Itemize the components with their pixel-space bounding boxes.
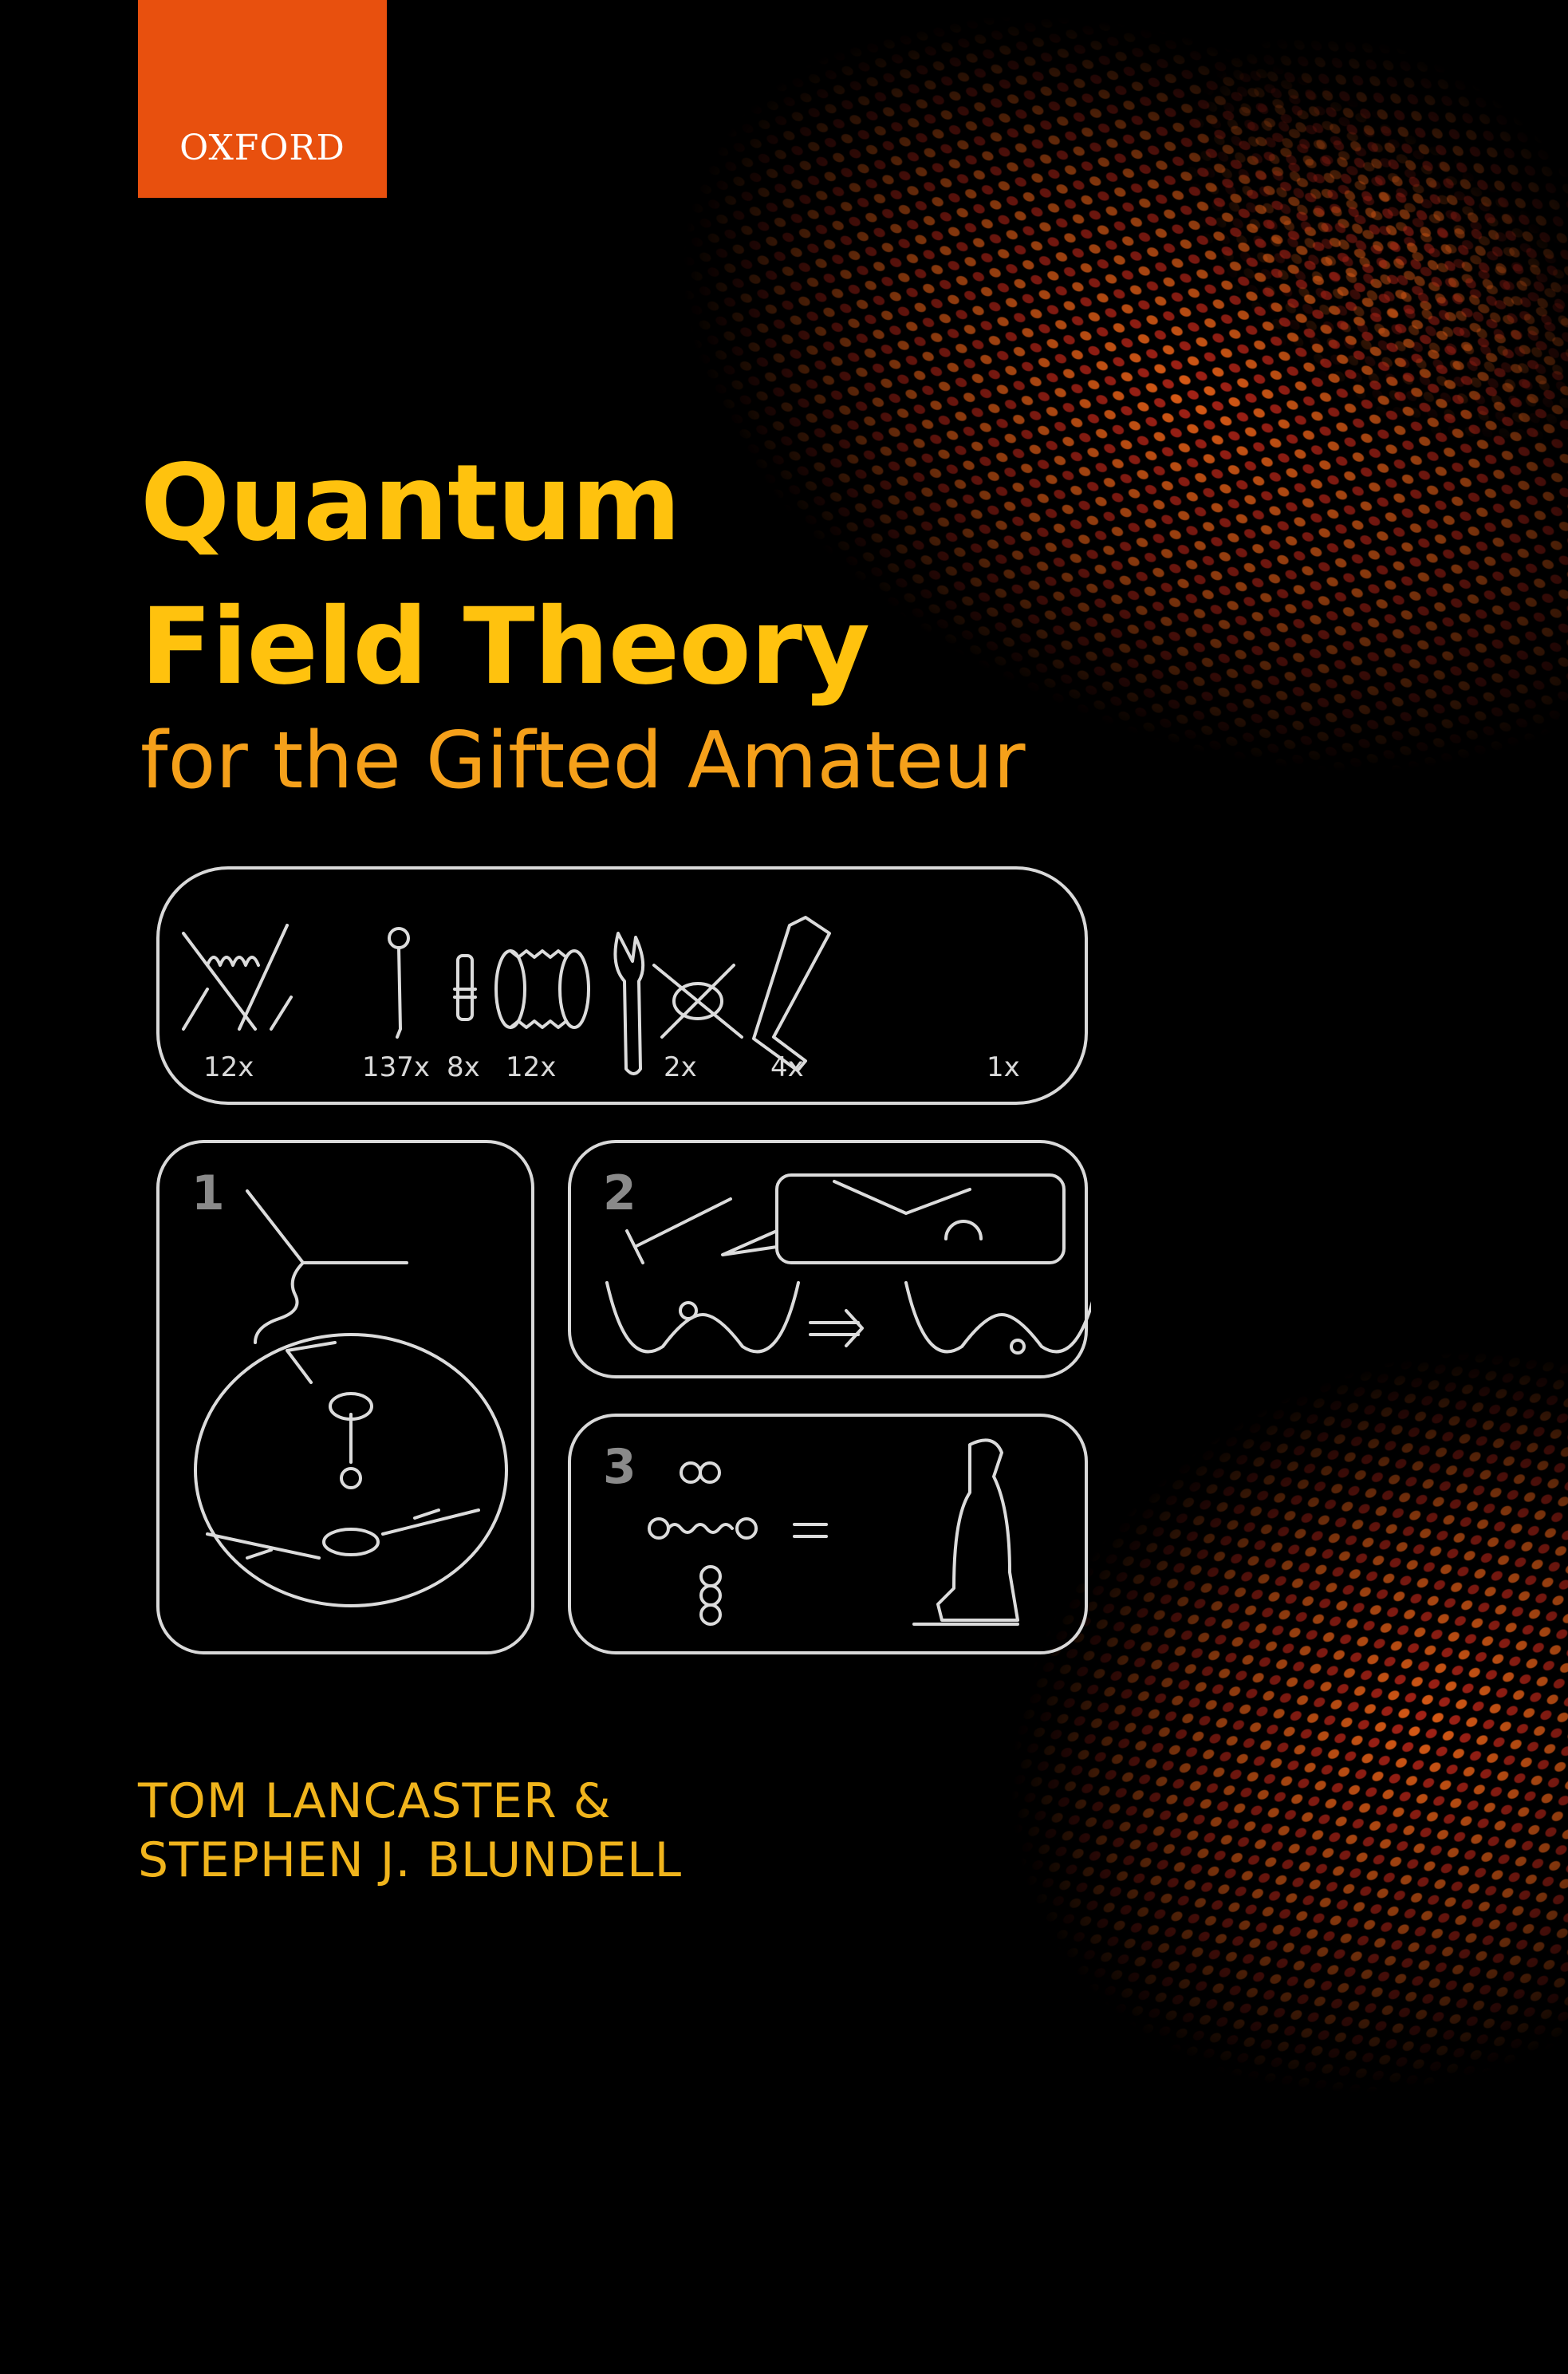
publisher-logo-text: OXFORD: [179, 128, 345, 168]
hammer-potential-icon: [605, 1173, 1091, 1355]
part-quantity: 8x: [447, 1051, 480, 1083]
loop-cylinder-icon: [494, 949, 590, 1029]
part-quantity: 2x: [664, 1051, 697, 1083]
nail-icon: [388, 927, 410, 1039]
part-quantity: 4x: [770, 1051, 804, 1083]
allen-key-icon: [752, 916, 831, 1072]
step-number: 3: [603, 1439, 636, 1495]
feynman-loop-icon: [652, 964, 743, 1039]
parts-sketches: [182, 916, 831, 1075]
step-2-panel: 2: [568, 1140, 1091, 1378]
title-line-2: Field Theory: [140, 586, 870, 708]
part-quantity: 12x: [506, 1051, 557, 1083]
wrench-icon: [613, 932, 645, 1075]
step-number: 1: [191, 1165, 225, 1221]
part-quantity: 1x: [987, 1051, 1020, 1083]
title-line-1: Quantum: [140, 442, 681, 565]
vacuum-cleaner-icon: [648, 1438, 1019, 1626]
author-line-2: STEPHEN J. BLUNDELL: [138, 1832, 683, 1888]
vertex-assembly-icon: [194, 1189, 508, 1607]
step-number: 2: [603, 1165, 636, 1221]
part-quantity: 12x: [203, 1051, 254, 1083]
parts-list-panel: 12x 137x 8x 12x 2x 4x 1x: [156, 866, 1088, 1105]
dowel-icon: [453, 954, 477, 1021]
author-line-1: TOM LANCASTER &: [138, 1773, 612, 1829]
part-quantity: 137x: [362, 1051, 431, 1083]
subtitle: for the Gifted Amateur: [140, 716, 1026, 806]
step-3-panel: 3: [568, 1414, 1088, 1654]
publisher-logo: OXFORD: [138, 0, 387, 198]
feynman-gluon-exchange-icon: [182, 924, 293, 1031]
step-1-panel: 1: [156, 1140, 534, 1654]
